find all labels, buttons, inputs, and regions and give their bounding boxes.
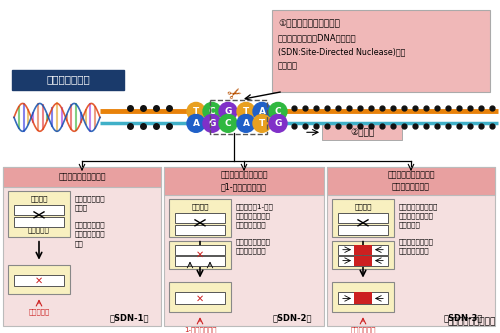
Text: ①標的の塩基配列を切断: ①標的の塩基配列を切断: [278, 19, 340, 28]
Text: ✕: ✕: [196, 293, 204, 303]
Bar: [169, 282, 231, 312]
Circle shape: [203, 103, 221, 120]
Text: C: C: [274, 107, 281, 116]
Bar: [14, 217, 64, 227]
Text: （環境省資料より）: （環境省資料より）: [448, 317, 496, 326]
Circle shape: [269, 115, 287, 132]
Text: 【SDN-2】: 【SDN-2】: [272, 314, 312, 323]
Text: ゲノム編集技術: ゲノム編集技術: [46, 75, 90, 85]
Circle shape: [187, 103, 205, 120]
Bar: [338, 245, 388, 255]
Text: G: G: [224, 107, 232, 116]
Bar: [327, 167, 495, 326]
Text: 1-数塩基を導入: 1-数塩基を導入: [184, 326, 216, 333]
Text: 当該核酸（1-数塩
基）を鋳型として
切断部分を修復

細胞外で加工した
核酸を導入する: 当該核酸（1-数塩 基）を鋳型として 切断部分を修復 細胞外で加工した 核酸を導…: [236, 203, 274, 254]
Bar: [175, 213, 225, 223]
Bar: [175, 245, 225, 255]
Text: T: T: [259, 119, 265, 128]
Text: 当該核酸（遺伝子）
を鋳型として切断
部分を修復

細胞外で加工した
核酸を導入する: 当該核酸（遺伝子） を鋳型として切断 部分を修復 細胞外で加工した 核酸を導入す…: [399, 203, 438, 254]
Text: C: C: [224, 119, 232, 128]
Bar: [169, 199, 231, 237]
Text: 自然に修復: 自然に修復: [28, 226, 50, 233]
Text: G: G: [274, 119, 281, 128]
Text: A: A: [192, 119, 200, 128]
Bar: [354, 245, 372, 255]
Bar: [332, 199, 394, 237]
Text: 修正部分に変異
が発生

細胞外で加工し
た核酸を導入し
ない: 修正部分に変異 が発生 細胞外で加工し た核酸を導入し ない: [75, 195, 106, 246]
Circle shape: [237, 115, 255, 132]
Bar: [175, 225, 225, 235]
Text: 変異が発生: 変異が発生: [28, 308, 50, 315]
Bar: [210, 101, 267, 134]
Text: A: A: [242, 119, 250, 128]
Bar: [3, 167, 161, 326]
Bar: [8, 191, 70, 237]
Bar: [164, 167, 324, 326]
Bar: [338, 292, 388, 304]
Text: 【SDN-1】: 【SDN-1】: [110, 314, 149, 323]
Bar: [8, 265, 70, 294]
Text: ✕: ✕: [196, 250, 204, 260]
Bar: [169, 241, 231, 269]
Bar: [332, 282, 394, 312]
Text: C: C: [208, 107, 216, 116]
Bar: [332, 241, 394, 269]
Text: 切断部分: 切断部分: [191, 203, 209, 210]
Circle shape: [253, 115, 271, 132]
Bar: [14, 274, 64, 286]
Circle shape: [219, 103, 237, 120]
Text: G: G: [208, 119, 216, 128]
Circle shape: [187, 115, 205, 132]
Bar: [322, 124, 402, 140]
Bar: [338, 213, 388, 223]
Text: T: T: [193, 107, 199, 116]
Bar: [327, 167, 495, 195]
Circle shape: [253, 103, 271, 120]
Text: ✕: ✕: [35, 275, 43, 285]
Circle shape: [219, 115, 237, 132]
Text: 細胞外で加工した核酸
（遺伝子）を導入: 細胞外で加工した核酸 （遺伝子）を導入: [387, 170, 435, 191]
Bar: [272, 10, 490, 92]
Bar: [12, 70, 124, 90]
Text: る切断）: る切断）: [278, 61, 298, 70]
Bar: [354, 256, 372, 266]
Bar: [175, 292, 225, 304]
Text: 切断部分が自然に修復: 切断部分が自然に修復: [58, 172, 106, 181]
Text: 細胞外で加工した核酸
（1-数塩基）を導入: 細胞外で加工した核酸 （1-数塩基）を導入: [220, 170, 268, 191]
Text: 【SDN-3】: 【SDN-3】: [444, 314, 483, 323]
Bar: [14, 205, 64, 215]
Circle shape: [237, 103, 255, 120]
Bar: [354, 292, 372, 304]
Text: 切断部分: 切断部分: [354, 203, 372, 210]
Bar: [164, 167, 324, 195]
Bar: [175, 256, 225, 266]
Bar: [3, 167, 161, 187]
Bar: [338, 256, 388, 266]
Text: （部位特異的人工DNA切断酵素: （部位特異的人工DNA切断酵素: [278, 33, 356, 42]
Text: (SDN:Site-Directed Nuclease)によ: (SDN:Site-Directed Nuclease)によ: [278, 47, 406, 56]
Text: A: A: [258, 107, 266, 116]
Circle shape: [203, 115, 221, 132]
Text: T: T: [243, 107, 249, 116]
Text: 遺伝子を導入: 遺伝子を導入: [350, 326, 376, 333]
Circle shape: [269, 103, 287, 120]
Text: 切断部分: 切断部分: [30, 195, 48, 202]
Text: ✂: ✂: [224, 82, 244, 105]
Bar: [338, 225, 388, 235]
Text: ②変異等: ②変異等: [350, 128, 374, 137]
